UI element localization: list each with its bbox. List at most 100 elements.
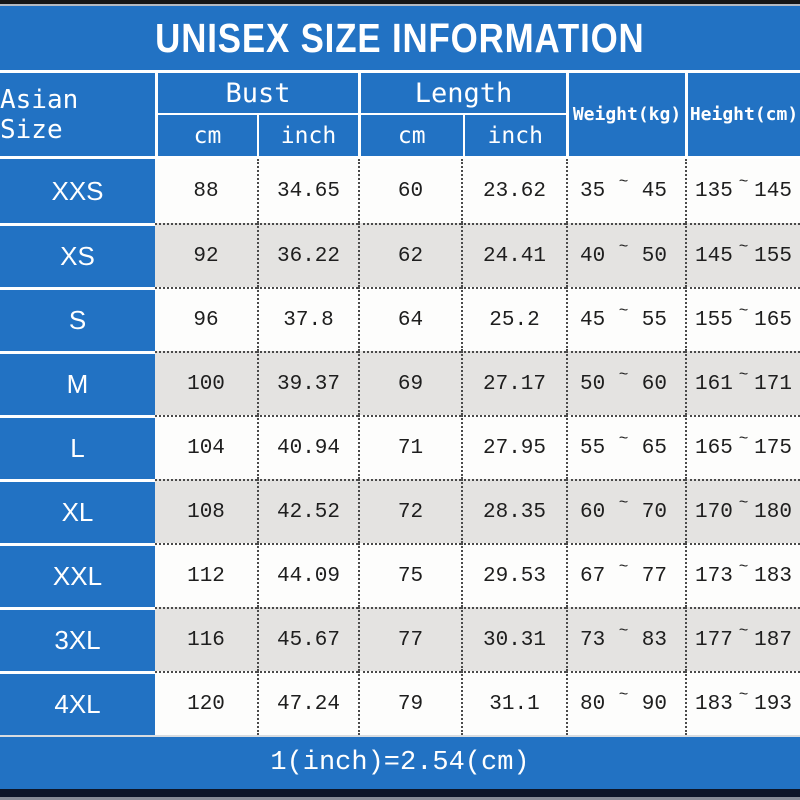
height-range-cell: 183 ~193 [685, 671, 800, 735]
tilde-separator: ~ [618, 302, 629, 320]
table-row: XL 108 42.52 72 28.35 60 ~70 170 ~180 [0, 479, 800, 543]
bust-inch-cell: 37.8 [257, 287, 358, 351]
bust-inch-cell: 40.94 [257, 415, 358, 479]
header-length-inch: inch [462, 115, 567, 156]
bust-cm-cell: 92 [155, 223, 257, 287]
length-inch-cell: 29.53 [461, 543, 566, 607]
table-row: 3XL 116 45.67 77 30.31 73 ~83 177 ~187 [0, 607, 800, 671]
range-max-value: 60 [641, 372, 667, 396]
table-header: Asian Size Bust cm inch Length cm inch W… [0, 73, 800, 156]
range-min-value: 60 [580, 500, 606, 524]
range-min-value: 40 [580, 244, 606, 268]
height-range-cell: 177 ~187 [685, 607, 800, 671]
size-label-cell: M [0, 351, 155, 415]
tilde-separator: ~ [618, 430, 629, 448]
range-max-value: 187 [754, 628, 792, 652]
table-row: 4XL 120 47.24 79 31.1 80 ~90 183 ~193 [0, 671, 800, 735]
tilde-separator: ~ [738, 238, 749, 256]
page-title: UNISEX SIZE INFORMATION [155, 14, 645, 61]
range-max-value: 90 [641, 692, 667, 716]
range-max-value: 55 [641, 308, 667, 332]
range-max-value: 175 [754, 436, 792, 460]
height-range-cell: 165 ~175 [685, 415, 800, 479]
header-weight: Weight(kg) [566, 73, 685, 156]
tilde-separator: ~ [618, 366, 629, 384]
size-label-cell: L [0, 415, 155, 479]
tilde-separator: ~ [618, 494, 629, 512]
range-min-value: 155 [695, 308, 733, 332]
weight-range-cell: 45 ~55 [566, 287, 685, 351]
weight-range-cell: 50 ~60 [566, 351, 685, 415]
tilde-separator: ~ [738, 302, 749, 320]
length-cm-cell: 75 [358, 543, 461, 607]
top-border-bar [0, 0, 800, 6]
bust-cm-cell: 112 [155, 543, 257, 607]
header-length-subrow: cm inch [361, 115, 566, 156]
range-min-value: 170 [695, 500, 733, 524]
tilde-separator: ~ [618, 558, 629, 576]
range-min-value: 161 [695, 372, 733, 396]
tilde-separator: ~ [618, 686, 629, 704]
header-length-cm: cm [397, 122, 426, 149]
range-max-value: 50 [641, 244, 667, 268]
bottom-border-bar [0, 789, 800, 797]
bust-inch-cell: 42.52 [257, 479, 358, 543]
range-max-value: 70 [641, 500, 667, 524]
range-min-value: 173 [695, 564, 733, 588]
height-range-cell: 173 ~183 [685, 543, 800, 607]
range-min-value: 183 [695, 692, 733, 716]
tilde-separator: ~ [738, 173, 749, 191]
table-row: S 96 37.8 64 25.2 45 ~55 155 ~165 [0, 287, 800, 351]
length-inch-cell: 30.31 [461, 607, 566, 671]
tilde-separator: ~ [618, 238, 629, 256]
range-min-value: 73 [580, 628, 606, 652]
length-inch-cell: 23.62 [461, 159, 566, 223]
length-inch-cell: 27.17 [461, 351, 566, 415]
header-bust-inch: inch [257, 115, 358, 156]
height-range-cell: 170 ~180 [685, 479, 800, 543]
tilde-separator: ~ [738, 558, 749, 576]
weight-range-cell: 35 ~45 [566, 159, 685, 223]
table-row: XXS 88 34.65 60 23.62 35 ~45 135 ~145 [0, 159, 800, 223]
bust-inch-cell: 45.67 [257, 607, 358, 671]
tilde-separator: ~ [738, 366, 749, 384]
length-inch-cell: 31.1 [461, 671, 566, 735]
tilde-separator: ~ [618, 622, 629, 640]
weight-range-cell: 40 ~50 [566, 223, 685, 287]
range-max-value: 77 [641, 564, 667, 588]
header-length-label: Length [361, 73, 566, 115]
length-cm-cell: 77 [358, 607, 461, 671]
size-label-cell: XS [0, 223, 155, 287]
header-asian-size: Asian Size [0, 84, 79, 145]
tilde-separator: ~ [618, 173, 629, 191]
bust-inch-cell: 47.24 [257, 671, 358, 735]
range-max-value: 193 [754, 692, 792, 716]
bust-cm-cell: 120 [155, 671, 257, 735]
weight-range-cell: 73 ~83 [566, 607, 685, 671]
size-label-cell: 4XL [0, 671, 155, 735]
tilde-separator: ~ [738, 494, 749, 512]
size-label-cell: XXS [0, 159, 155, 223]
header-bust-subrow: cm inch [158, 115, 358, 156]
weight-range-cell: 55 ~65 [566, 415, 685, 479]
weight-range-cell: 80 ~90 [566, 671, 685, 735]
range-max-value: 183 [754, 564, 792, 588]
bust-cm-cell: 88 [155, 159, 257, 223]
height-range-cell: 145 ~155 [685, 223, 800, 287]
header-bust-cm: cm [193, 122, 222, 149]
bust-inch-cell: 44.09 [257, 543, 358, 607]
size-label-cell: 3XL [0, 607, 155, 671]
range-max-value: 180 [754, 500, 792, 524]
range-min-value: 55 [580, 436, 606, 460]
table-row: XXL 112 44.09 75 29.53 67 ~77 173 ~183 [0, 543, 800, 607]
title-band: UNISEX SIZE INFORMATION [0, 6, 800, 73]
header-height: Height(cm) [685, 73, 800, 156]
table-row: XS 92 36.22 62 24.41 40 ~50 145 ~155 [0, 223, 800, 287]
length-cm-cell: 62 [358, 223, 461, 287]
range-max-value: 45 [641, 179, 667, 203]
header-group-bust: Bust cm inch [155, 73, 358, 156]
range-min-value: 135 [695, 179, 733, 203]
weight-range-cell: 60 ~70 [566, 479, 685, 543]
range-min-value: 67 [580, 564, 606, 588]
